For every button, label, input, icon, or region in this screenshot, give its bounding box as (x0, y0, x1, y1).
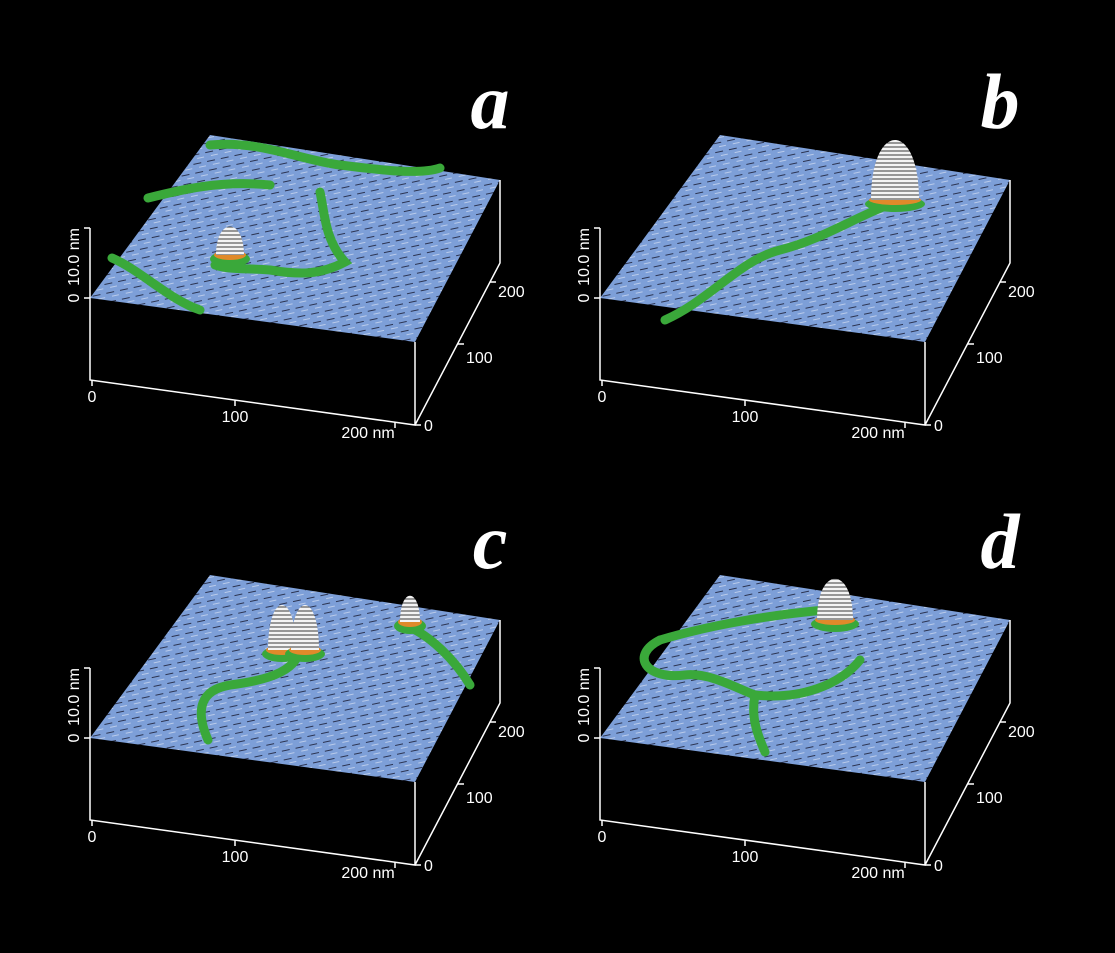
panel-label: c (473, 498, 508, 585)
x-tick-label: 100 (732, 409, 759, 426)
z-tick-label: 0 (66, 293, 83, 302)
y-tick-label: 0 (934, 858, 943, 875)
panel-label: b (981, 58, 1020, 145)
page: {"panels": [ {"label": "a", "z_ticks": [… (0, 0, 1115, 953)
y-tick-label: 100 (466, 790, 493, 807)
z-tick-label: 10.0 nm (66, 668, 83, 726)
x-tick-label: 100 (222, 849, 249, 866)
z-tick-label: 0 (576, 733, 593, 742)
x-tick-label: 200 nm (851, 425, 904, 442)
panel-label: a (471, 58, 510, 145)
x-tick-label: 0 (598, 829, 607, 846)
y-tick-label: 200 (1008, 724, 1035, 741)
y-tick-label: 200 (1008, 284, 1035, 301)
y-tick-label: 0 (934, 418, 943, 435)
y-tick-label: 100 (466, 350, 493, 367)
z-tick-label: 0 (66, 733, 83, 742)
y-tick-label: 100 (976, 350, 1003, 367)
x-tick-label: 200 nm (341, 865, 394, 882)
x-tick-label: 0 (88, 389, 97, 406)
background (0, 0, 1115, 953)
x-tick-label: 0 (88, 829, 97, 846)
y-tick-label: 200 (498, 724, 525, 741)
x-tick-label: 200 nm (341, 425, 394, 442)
z-tick-label: 10.0 nm (576, 228, 593, 286)
panel-label: d (981, 498, 1021, 585)
x-tick-label: 200 nm (851, 865, 904, 882)
z-tick-label: 0 (576, 293, 593, 302)
x-tick-label: 100 (222, 409, 249, 426)
y-tick-label: 100 (976, 790, 1003, 807)
y-tick-label: 0 (424, 858, 433, 875)
figure: a 0 10.0 nm 0 100 200 nm 0 100 200 b 0 10.0 nm 0 100 2… (0, 0, 1115, 953)
y-tick-label: 200 (498, 284, 525, 301)
y-tick-label: 0 (424, 418, 433, 435)
x-tick-label: 0 (598, 389, 607, 406)
x-tick-label: 100 (732, 849, 759, 866)
z-tick-label: 10.0 nm (576, 668, 593, 726)
z-tick-label: 10.0 nm (66, 228, 83, 286)
